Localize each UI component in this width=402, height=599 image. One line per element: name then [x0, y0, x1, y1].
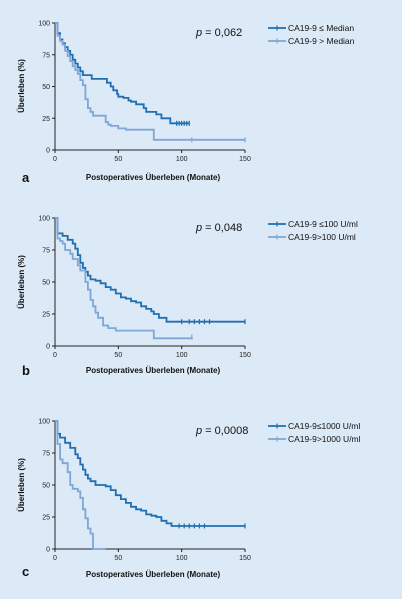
x-tick-label: 150 [239, 156, 251, 163]
x-axis-label: Postoperatives Überleben (Monate) [86, 570, 221, 579]
x-tick-label: 100 [176, 156, 188, 163]
y-tick-label: 75 [42, 248, 50, 255]
p-value: p = 0,048 [195, 222, 242, 234]
x-tick-label: 0 [53, 555, 57, 562]
y-tick-label: 25 [42, 312, 50, 319]
p-value-number: = 0,062 [202, 27, 242, 39]
panel-label: a [22, 170, 30, 185]
p-value-number: = 0,048 [202, 222, 242, 234]
y-tick-label: 50 [42, 84, 50, 91]
panel-a: 0 25 50 75 100 0 50 100 150 Postoperatives Überle… [17, 21, 355, 186]
legend-label: CA19-9 ≤ Median [288, 23, 354, 33]
legend-label: CA19-9>100 U/ml [288, 232, 356, 242]
panel-c: 0 25 50 75 100 0 50 100 150 Postoperatives Überle… [17, 419, 361, 580]
p-value-symbol: p [195, 425, 202, 437]
y-tick-label: 50 [42, 280, 50, 287]
x-tick-label: 50 [114, 555, 122, 562]
legend-label: CA19-9≤1000 U/ml [288, 421, 360, 431]
y-tick-label: 75 [42, 52, 50, 59]
x-tick-label: 0 [53, 352, 57, 359]
panel-label: c [22, 564, 29, 579]
y-tick-label: 100 [38, 21, 50, 28]
x-tick-label: 50 [114, 156, 122, 163]
p-value: p = 0,062 [195, 27, 242, 39]
y-tick-label: 50 [42, 483, 50, 490]
y-tick-label: 0 [46, 547, 50, 554]
p-value: p = 0,0008 [195, 425, 248, 437]
p-value-symbol: p [195, 27, 202, 39]
y-tick-label: 75 [42, 451, 50, 458]
survival-curve-high [55, 23, 245, 140]
y-tick-label: 0 [46, 344, 50, 351]
x-tick-label: 100 [176, 555, 188, 562]
x-tick-label: 100 [176, 352, 188, 359]
x-tick-label: 50 [114, 352, 122, 359]
panel-label: b [22, 363, 30, 378]
x-tick-label: 0 [53, 156, 57, 163]
y-axis-label: Überleben (%) [17, 458, 26, 512]
legend-label: CA19-9 ≤100 U/ml [288, 219, 358, 229]
x-axis-label: Postoperatives Überleben (Monate) [86, 366, 221, 375]
survival-curve-low [55, 23, 189, 123]
y-axis-label: Überleben (%) [17, 255, 26, 309]
panel-b: 0 25 50 75 100 0 50 100 150 Postoperatives Überle… [17, 216, 358, 379]
p-value-symbol: p [195, 222, 202, 234]
legend-label: CA19-9>1000 U/ml [288, 434, 361, 444]
x-tick-label: 150 [239, 352, 251, 359]
survival-curve-high [55, 218, 192, 338]
p-value-number: = 0,0008 [202, 425, 248, 437]
y-tick-label: 100 [38, 419, 50, 426]
y-tick-label: 25 [42, 515, 50, 522]
y-tick-label: 0 [46, 148, 50, 155]
x-axis-label: Postoperatives Überleben (Monate) [86, 173, 221, 182]
x-tick-label: 150 [239, 555, 251, 562]
y-axis-label: Überleben (%) [17, 59, 26, 113]
y-tick-label: 25 [42, 116, 50, 123]
y-tick-label: 100 [38, 216, 50, 223]
legend-label: CA19-9 > Median [288, 36, 355, 46]
